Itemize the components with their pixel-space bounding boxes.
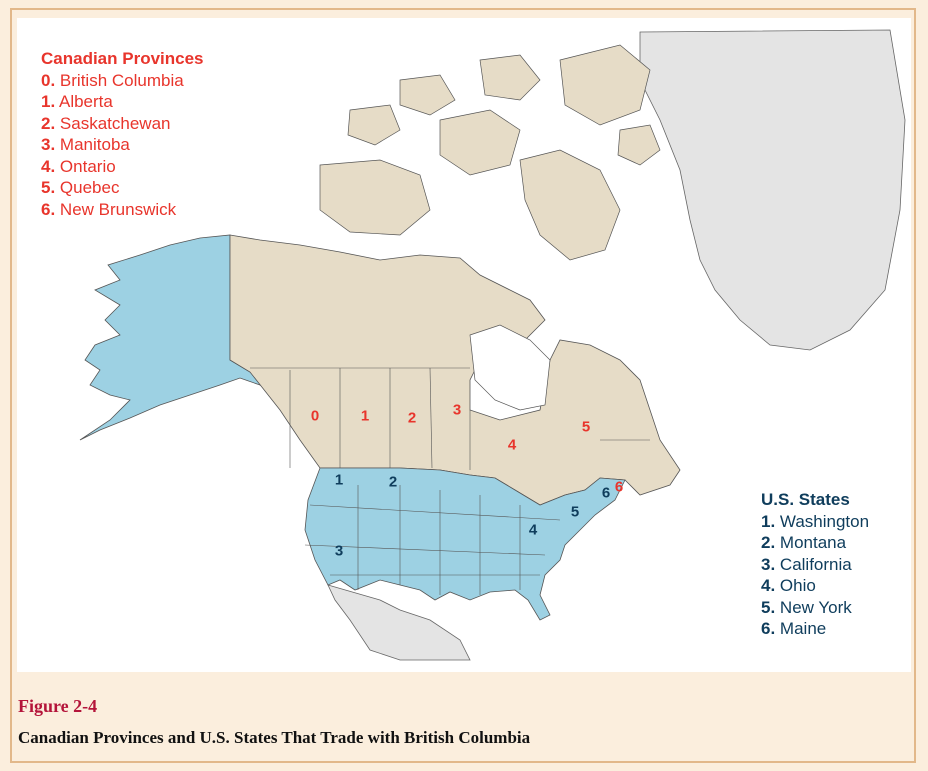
us-legend: U.S. States 1. Washington 2. Montana 3. … bbox=[761, 489, 869, 640]
canada-legend-heading: Canadian Provinces bbox=[41, 49, 204, 68]
canada-legend-item: 1. Alberta bbox=[41, 92, 113, 111]
us-legend-item: 4. Ohio bbox=[761, 576, 816, 595]
canada-legend-item: 2. Saskatchewan bbox=[41, 113, 171, 133]
figure-caption: Canadian Provinces and U.S. States That … bbox=[18, 728, 531, 747]
map-label-alberta: 1 bbox=[360, 407, 370, 425]
us-legend-item: 1. Washington bbox=[761, 511, 870, 531]
arctic-islands bbox=[319, 44, 661, 261]
state-province-borders bbox=[250, 367, 650, 595]
us-legend-item: 5. New York bbox=[761, 597, 852, 617]
canada-mainland-shape bbox=[229, 234, 681, 506]
canada-legend-item: 3. Manitoba bbox=[41, 135, 130, 154]
greenland-shape bbox=[639, 29, 906, 351]
map-label-new-brunswick: 6 bbox=[614, 478, 624, 496]
map-label-british-columbia: 0 bbox=[310, 407, 320, 425]
us-legend-item: 6. Maine bbox=[761, 619, 827, 638]
canada-legend-item: 4. Ontario bbox=[41, 156, 116, 176]
map-label-quebec: 5 bbox=[581, 418, 591, 436]
figure-number: Figure 2-4 bbox=[18, 696, 98, 716]
map-label-maine: 6 bbox=[601, 484, 611, 502]
map-label-montana: 2 bbox=[388, 473, 398, 491]
hudson-bay bbox=[469, 324, 551, 411]
canada-legend-item: 5. Quebec bbox=[41, 178, 120, 197]
canada-legend-item: 6. New Brunswick bbox=[41, 199, 177, 219]
map-label-saskatchewan: 2 bbox=[407, 409, 417, 427]
map-label-washington: 1 bbox=[334, 471, 344, 489]
map-label-new-york: 5 bbox=[570, 503, 580, 521]
us-legend-item: 3. California bbox=[761, 554, 852, 574]
canada-legend: Canadian Provinces 0. British Columbia 1… bbox=[41, 48, 204, 220]
map-label-manitoba: 3 bbox=[452, 401, 462, 419]
us-legend-heading: U.S. States bbox=[761, 490, 850, 509]
us-legend-item: 2. Montana bbox=[761, 533, 847, 552]
contiguous-us-shape bbox=[304, 467, 626, 621]
mexico-shape bbox=[327, 584, 471, 661]
map-graphic bbox=[79, 29, 906, 661]
north-america-map bbox=[17, 18, 911, 672]
map-label-california: 3 bbox=[334, 542, 344, 560]
map-label-ohio: 4 bbox=[528, 521, 538, 539]
map-label-ontario: 4 bbox=[507, 436, 517, 454]
canada-legend-item: 0. British Columbia bbox=[41, 70, 184, 90]
